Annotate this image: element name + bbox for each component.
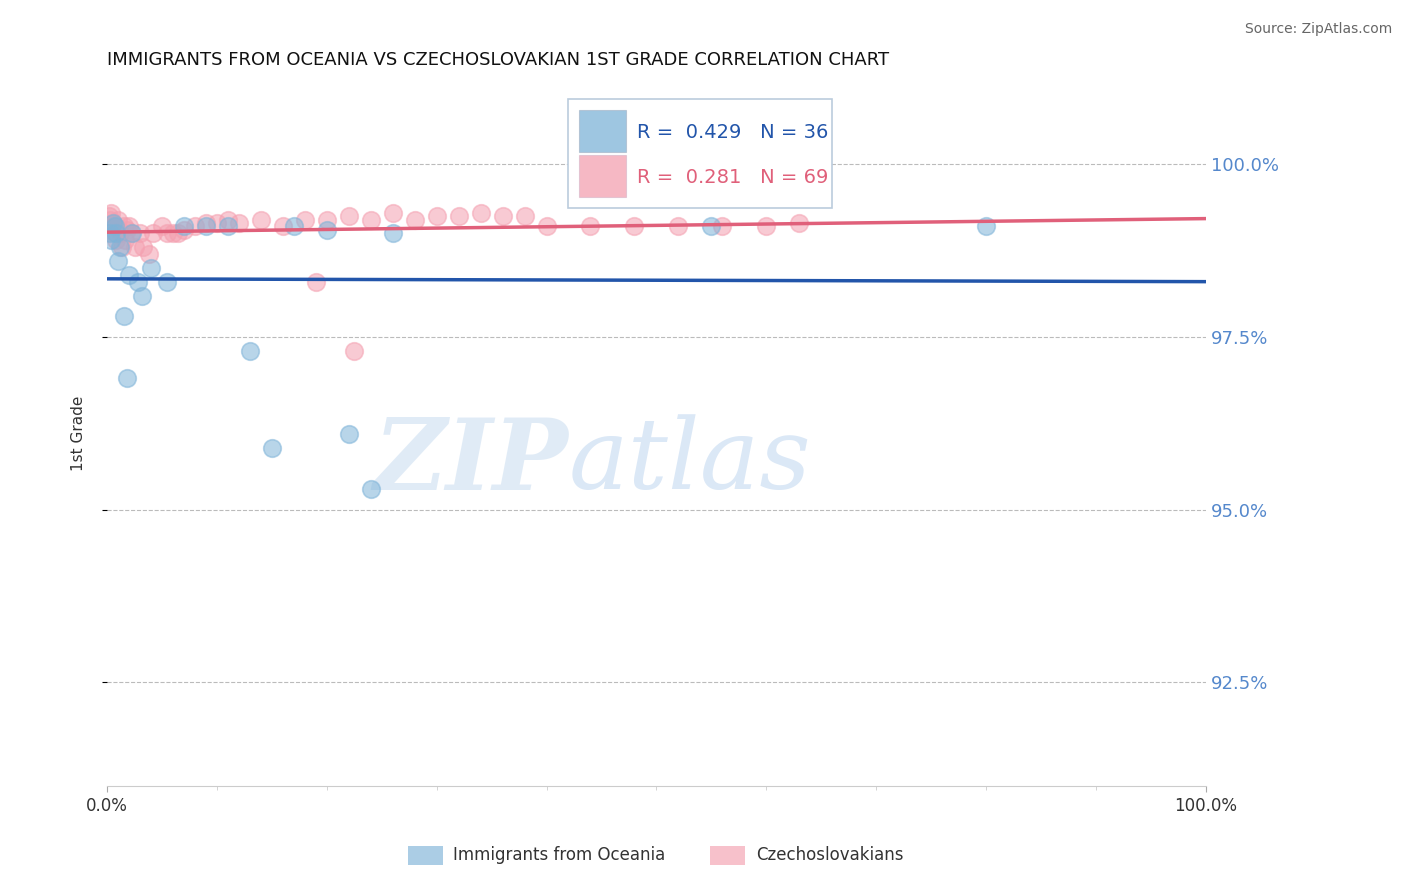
Text: atlas: atlas bbox=[568, 414, 811, 509]
Point bbox=[337, 209, 360, 223]
Point bbox=[700, 219, 723, 234]
Point bbox=[239, 343, 262, 358]
Text: R =  0.281   N = 69: R = 0.281 N = 69 bbox=[637, 168, 828, 186]
Point bbox=[426, 209, 449, 223]
Point bbox=[115, 223, 138, 237]
Point bbox=[217, 212, 239, 227]
Point bbox=[139, 260, 162, 275]
Text: Czechoslovakians: Czechoslovakians bbox=[756, 846, 904, 863]
Point bbox=[101, 216, 124, 230]
Point bbox=[121, 227, 143, 241]
Point bbox=[491, 209, 513, 223]
Point bbox=[138, 247, 160, 261]
Text: IMMIGRANTS FROM OCEANIA VS CZECHOSLOVAKIAN 1ST GRADE CORRELATION CHART: IMMIGRANTS FROM OCEANIA VS CZECHOSLOVAKI… bbox=[107, 51, 889, 69]
Point bbox=[404, 212, 426, 227]
Point bbox=[173, 223, 195, 237]
Text: Source: ZipAtlas.com: Source: ZipAtlas.com bbox=[1244, 22, 1392, 37]
Point bbox=[283, 219, 305, 234]
FancyBboxPatch shape bbox=[579, 155, 626, 197]
Point bbox=[228, 216, 250, 230]
Point bbox=[111, 240, 134, 254]
Point bbox=[107, 212, 129, 227]
Point bbox=[579, 219, 602, 234]
Point bbox=[205, 216, 228, 230]
Point bbox=[315, 223, 337, 237]
Point bbox=[194, 219, 217, 234]
Point bbox=[271, 219, 294, 234]
Point bbox=[115, 371, 138, 385]
Point bbox=[100, 205, 122, 219]
Point bbox=[104, 227, 127, 241]
Point bbox=[104, 227, 127, 241]
Point bbox=[112, 219, 135, 234]
Point bbox=[337, 426, 360, 441]
Point bbox=[156, 227, 179, 241]
Point bbox=[98, 209, 121, 223]
Point bbox=[131, 288, 153, 302]
Point bbox=[184, 219, 207, 234]
Point bbox=[194, 216, 217, 230]
Point bbox=[260, 441, 283, 455]
Point bbox=[294, 212, 316, 227]
Point bbox=[305, 275, 328, 289]
Point bbox=[112, 310, 135, 324]
Point bbox=[132, 240, 155, 254]
Point bbox=[110, 240, 132, 254]
Text: R =  0.429   N = 36: R = 0.429 N = 36 bbox=[637, 122, 828, 142]
Point bbox=[250, 212, 273, 227]
Point bbox=[108, 223, 131, 237]
Point bbox=[114, 233, 136, 247]
Point bbox=[787, 216, 810, 230]
Point bbox=[103, 219, 125, 234]
Point bbox=[118, 268, 141, 282]
Point bbox=[360, 482, 382, 496]
Point bbox=[162, 227, 184, 241]
Point bbox=[755, 219, 778, 234]
Point bbox=[98, 212, 121, 227]
Point bbox=[470, 205, 492, 219]
FancyBboxPatch shape bbox=[579, 111, 626, 152]
Point bbox=[124, 240, 146, 254]
Point bbox=[217, 219, 239, 234]
Point bbox=[118, 219, 141, 234]
Point bbox=[127, 275, 149, 289]
Point bbox=[142, 227, 165, 241]
Point bbox=[167, 227, 190, 241]
Point bbox=[343, 343, 366, 358]
Point bbox=[98, 227, 121, 241]
Point bbox=[104, 233, 127, 247]
Point bbox=[107, 254, 129, 268]
Point bbox=[104, 219, 127, 234]
Point bbox=[129, 227, 152, 241]
Point bbox=[711, 219, 734, 234]
Text: Immigrants from Oceania: Immigrants from Oceania bbox=[453, 846, 665, 863]
Point bbox=[150, 219, 173, 234]
FancyBboxPatch shape bbox=[568, 99, 832, 208]
Point bbox=[666, 219, 689, 234]
Point bbox=[173, 219, 195, 234]
Point bbox=[101, 216, 124, 230]
Point bbox=[623, 219, 645, 234]
Point bbox=[315, 212, 337, 227]
Point bbox=[110, 227, 132, 241]
Point bbox=[536, 219, 558, 234]
Point bbox=[381, 205, 404, 219]
Point bbox=[360, 212, 382, 227]
Point bbox=[381, 227, 404, 241]
Point bbox=[513, 209, 536, 223]
Y-axis label: 1st Grade: 1st Grade bbox=[72, 396, 86, 472]
Point bbox=[447, 209, 470, 223]
Point bbox=[100, 233, 122, 247]
Point bbox=[156, 275, 179, 289]
Text: ZIP: ZIP bbox=[374, 414, 568, 510]
Point bbox=[974, 219, 997, 234]
Point bbox=[120, 227, 142, 241]
